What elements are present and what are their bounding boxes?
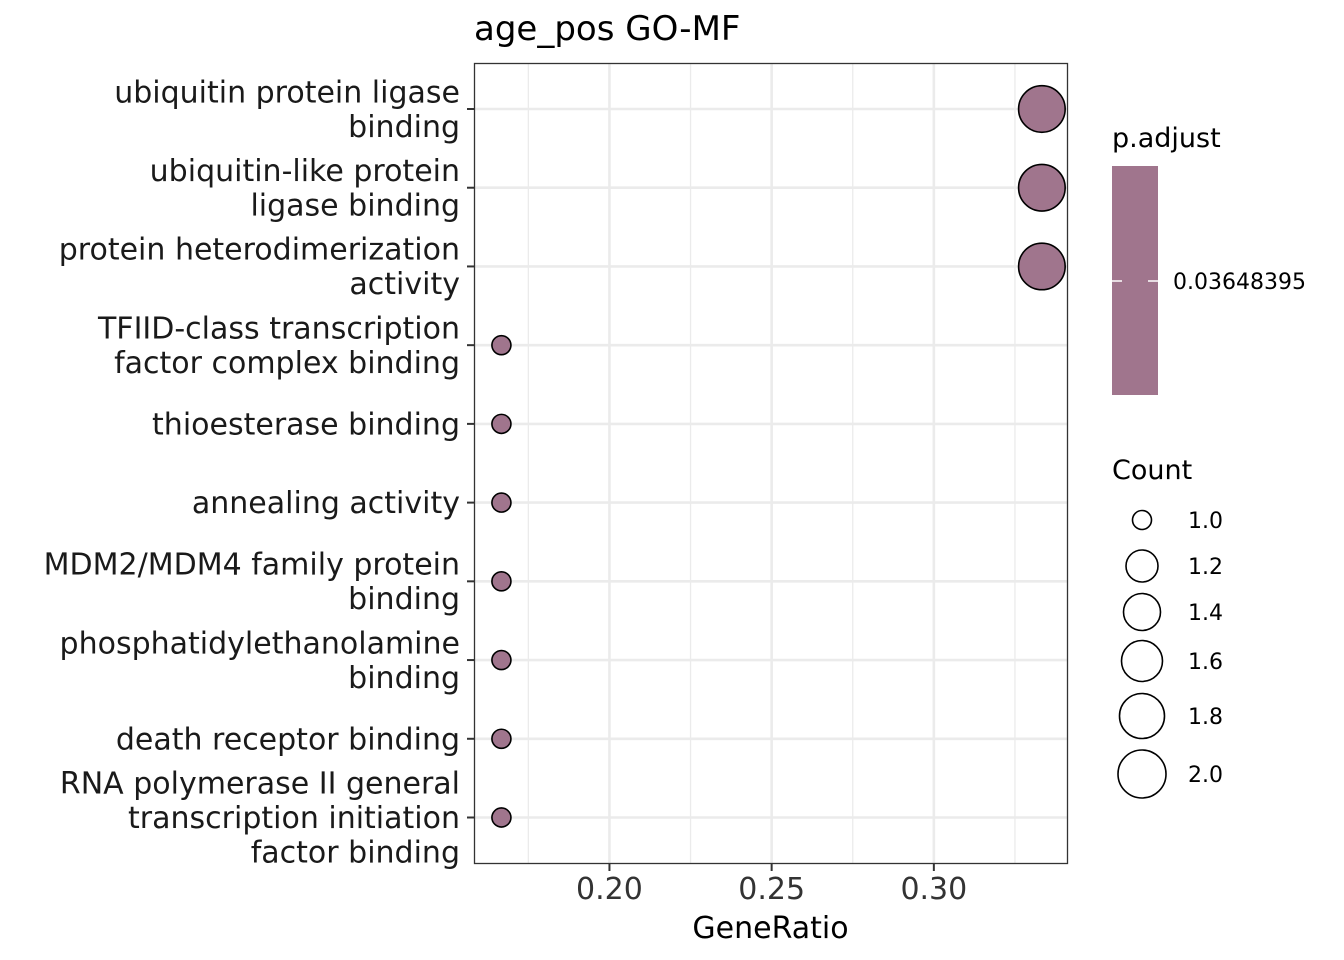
size-legend-label: 1.0 xyxy=(1188,509,1223,534)
size-legend-circle xyxy=(1122,592,1162,632)
y-axis-label-line: binding xyxy=(348,582,460,617)
x-tick-label: 0.25 xyxy=(738,872,805,907)
size-legend-label: 1.8 xyxy=(1188,705,1223,730)
size-legend-label: 1.2 xyxy=(1188,555,1223,580)
size-legend-circle xyxy=(1117,749,1167,799)
data-points xyxy=(491,84,1066,828)
x-tick-label: 0.20 xyxy=(576,872,643,907)
y-axis-label-line: ligase binding xyxy=(250,188,460,223)
data-point xyxy=(491,413,512,435)
data-point xyxy=(491,492,512,513)
grid xyxy=(474,63,1068,864)
data-point xyxy=(491,728,512,750)
size-legend-circle xyxy=(1118,692,1166,740)
y-axis-label: RNA polymerase II general transcription i… xyxy=(60,767,460,871)
y-axis-label-line: activity xyxy=(349,267,460,302)
y-axis-label-line: binding xyxy=(348,110,460,145)
y-axis-label-line: ubiquitin protein ligase xyxy=(114,75,460,110)
x-axis-title: GeneRatio xyxy=(692,911,848,946)
y-axis-label: phosphatidylethanolamine binding xyxy=(60,626,460,696)
data-point xyxy=(1017,84,1066,134)
y-axis-labels: ubiquitin protein ligase bindingubiquitin… xyxy=(44,75,460,870)
color-legend-label: 0.03648395 xyxy=(1173,270,1306,295)
y-axis-label-line: death receptor binding xyxy=(116,722,460,757)
y-axis-label-line: protein heterodimerization xyxy=(59,233,460,268)
y-axis-label-line: phosphatidylethanolamine xyxy=(60,626,460,661)
size-legend-label: 1.4 xyxy=(1188,601,1223,626)
y-axis-label: death receptor binding xyxy=(116,722,460,757)
color-legend: p.adjust 0.03648395 xyxy=(1112,123,1306,395)
x-tick-label: 0.30 xyxy=(900,872,967,907)
y-axis-label: protein heterodimerization activity xyxy=(59,233,460,303)
y-axis-label: MDM2/MDM4 family protein binding xyxy=(44,548,460,618)
y-axis-label-line: MDM2/MDM4 family protein xyxy=(44,548,460,583)
size-legend-label: 2.0 xyxy=(1188,763,1223,788)
data-point xyxy=(491,649,512,671)
y-axis-label-line: RNA polymerase II general xyxy=(60,767,460,802)
size-legend: Count 1.0 1.2 1.4 1.6 1.8 2.0 xyxy=(1112,455,1223,799)
y-axis-label: TFIID-class transcription factor complex … xyxy=(97,311,460,381)
color-legend-title: p.adjust xyxy=(1112,123,1221,154)
chart-title: age_pos GO-MF xyxy=(474,9,740,49)
y-axis-label: thioesterase binding xyxy=(152,407,460,442)
data-point xyxy=(491,334,512,356)
size-legend-circle xyxy=(1120,639,1164,683)
plot-panel-border xyxy=(473,62,1069,865)
y-axis-label: ubiquitin-like protein ligase binding xyxy=(150,154,460,224)
y-axis-label-line: binding xyxy=(348,661,460,696)
y-axis-label: annealing activity xyxy=(192,486,460,521)
x-axis-ticks: 0.20 0.25 0.30 xyxy=(576,863,967,907)
data-point xyxy=(1017,163,1066,212)
data-point xyxy=(491,807,512,828)
data-point xyxy=(491,571,512,592)
data-point xyxy=(1017,242,1066,291)
y-ticks xyxy=(467,108,475,819)
size-legend-circle xyxy=(1131,509,1153,531)
y-axis-label-line: thioesterase binding xyxy=(152,407,460,442)
size-legend-title: Count xyxy=(1112,455,1192,486)
y-axis-label: ubiquitin protein ligase binding xyxy=(114,75,460,145)
size-legend-label: 1.6 xyxy=(1188,650,1223,675)
y-axis-label-line: TFIID-class transcription xyxy=(97,311,460,346)
y-axis-label-line: ubiquitin-like protein xyxy=(150,154,460,189)
size-legend-circle xyxy=(1125,549,1159,583)
y-axis-label-line: factor binding xyxy=(251,836,460,871)
y-axis-label-line: transcription initiation xyxy=(128,801,460,836)
y-axis-label-line: factor complex binding xyxy=(114,346,460,381)
y-axis-label-line: annealing activity xyxy=(192,486,460,521)
